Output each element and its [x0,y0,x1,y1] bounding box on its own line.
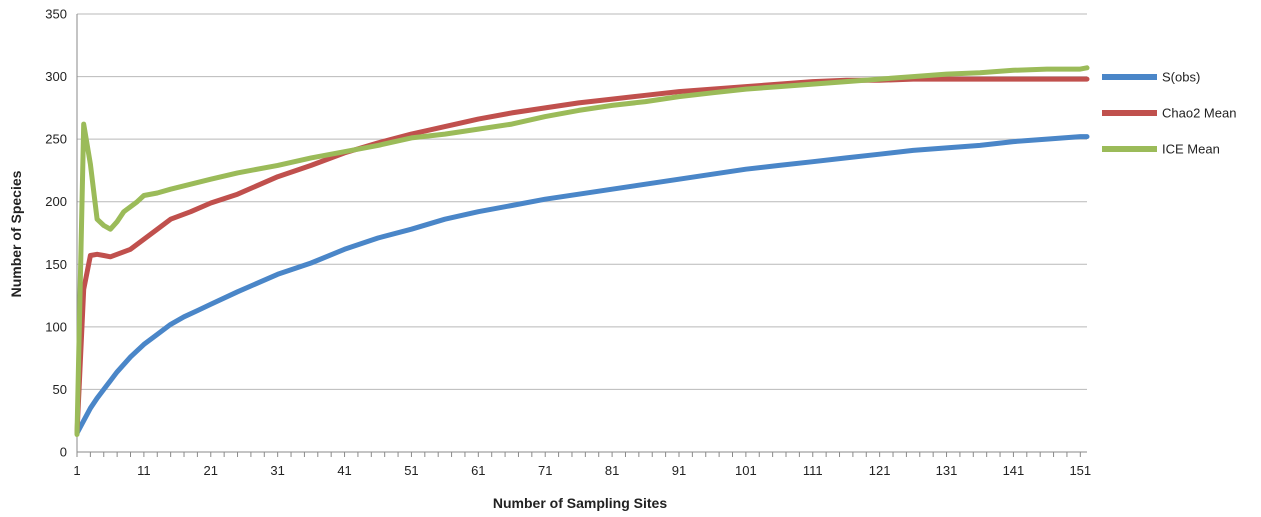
x-tick-label: 71 [538,463,552,478]
legend-label: ICE Mean [1162,142,1220,157]
y-tick-label: 200 [45,194,67,209]
y-tick-label: 300 [45,69,67,84]
y-tick-label: 350 [45,7,67,22]
x-tick-label: 41 [337,463,351,478]
x-tick-label: 81 [605,463,619,478]
x-tick-label: 101 [735,463,757,478]
x-tick-label: 51 [404,463,418,478]
x-tick-label: 151 [1069,463,1091,478]
y-tick-label: 250 [45,132,67,147]
x-tick-label: 31 [270,463,284,478]
y-tick-label: 100 [45,319,67,334]
series-line-3 [74,65,1090,437]
x-tick-label: 131 [936,463,958,478]
gridlines [77,13,1087,390]
legend-label: S(obs) [1162,70,1200,85]
x-tick-label: 21 [204,463,218,478]
x-tick-label: 91 [672,463,686,478]
x-tick-label: 111 [803,463,823,478]
y-axis-title: Number of Species [8,170,24,297]
x-axis-title: Number of Sampling Sites [493,495,667,511]
series-line-2 [74,76,1090,436]
series-line-1 [74,134,1090,436]
x-tick-label: 61 [471,463,485,478]
x-tick-labels: 1 11 21 31 41 51 61 71 81 91 101 111 121 131 141 151 [73,463,1091,478]
x-tick-label: 11 [137,463,151,478]
y-tick-label: 0 [60,445,67,460]
x-tick-label: 1 [73,463,80,478]
x-tick-label: 141 [1003,463,1025,478]
series-lines [74,65,1090,437]
legend-label: Chao2 Mean [1162,106,1236,121]
legend: S(obs) Chao2 Mean ICE Mean [1102,70,1236,157]
x-tick-label: 121 [869,463,891,478]
y-tick-labels: 0 50 100 150 200 250 300 350 [45,7,67,460]
y-tick-label: 50 [53,382,67,397]
y-tick-label: 150 [45,257,67,272]
